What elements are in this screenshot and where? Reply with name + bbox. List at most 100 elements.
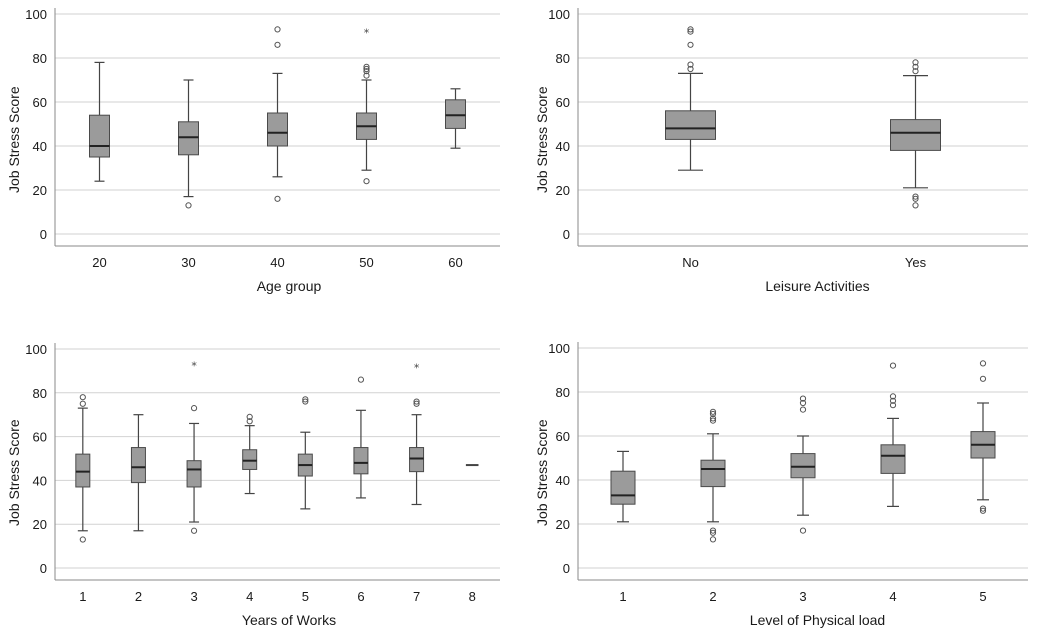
outlier-point [709, 415, 717, 422]
outlier-point [302, 396, 309, 403]
x-tick-label: 1 [619, 589, 626, 604]
iqr-box [445, 99, 466, 129]
outlier-point [709, 410, 717, 418]
y-tick-label: 80 [556, 51, 570, 66]
outlier-point [363, 63, 370, 70]
x-tick-label: 1 [79, 589, 86, 604]
y-tick-label: 60 [33, 95, 47, 110]
y-tick-label: 40 [33, 139, 47, 154]
y-tick-label: 20 [556, 517, 570, 532]
chart-canvas: 0 20 40 60 80 100 20 30 40 * 50 60 [25, 7, 500, 270]
y-tick-label: 80 [33, 51, 47, 66]
x-tick-label: 2 [135, 589, 142, 604]
box-group [130, 414, 146, 532]
iqr-box [880, 444, 906, 474]
chart-canvas: 0 20 40 60 80 100 No Yes [548, 7, 1028, 270]
extreme-marker: * [364, 27, 370, 40]
y-axis-label: Job Stress Score [534, 419, 550, 527]
y-tick-label: 100 [25, 342, 47, 357]
box-group [242, 413, 258, 495]
age-group-boxplot: 0 20 40 60 80 100 20 30 40 * 50 60 Job Stress Score… [0, 0, 528, 315]
y-tick-label: 0 [40, 561, 47, 576]
iqr-box [890, 119, 941, 151]
outlier-point [979, 360, 987, 367]
iqr-box [700, 459, 726, 488]
box-group [665, 26, 716, 171]
iqr-box [665, 110, 716, 140]
outlier-point [709, 417, 717, 424]
x-tick-label: 60 [448, 255, 462, 270]
x-tick-label: 40 [270, 255, 284, 270]
chart-canvas: 0 20 40 60 80 100 1 2 * 3 4 5 6 * 7 8 [25, 342, 500, 604]
x-tick-label: 4 [889, 589, 896, 604]
x-axis-label: Level of Physical load [749, 612, 886, 628]
outlier-point [357, 376, 365, 383]
outlier-point [799, 527, 807, 534]
box-group [880, 362, 906, 507]
y-axis-label: Job Stress Score [6, 419, 22, 527]
iqr-box [89, 114, 110, 158]
box-group [890, 59, 941, 209]
y-tick-label: 40 [556, 139, 570, 154]
outlier-point [302, 398, 309, 405]
y-tick-label: 40 [556, 473, 570, 488]
box-group: * [356, 27, 377, 185]
x-axis-label: Years of Works [241, 612, 337, 628]
y-tick-label: 60 [556, 95, 570, 110]
outlier-point [912, 202, 919, 209]
extreme-marker: * [191, 359, 197, 372]
outlier-point [709, 529, 717, 536]
outlier-point [889, 362, 897, 369]
outlier-point [687, 61, 694, 68]
x-tick-label: 8 [469, 589, 476, 604]
y-tick-label: 0 [563, 561, 570, 576]
outlier-point [687, 26, 694, 33]
outlier-point [274, 26, 281, 33]
box-group [75, 394, 91, 543]
box-group [445, 88, 466, 149]
outlier-point [912, 63, 919, 70]
y-tick-label: 60 [33, 430, 47, 445]
x-tick-label: 3 [799, 589, 806, 604]
outlier-point [413, 400, 420, 407]
outlier-point [190, 405, 198, 412]
x-tick-label: 30 [181, 255, 195, 270]
outlier-point [79, 536, 86, 543]
iqr-box [178, 121, 199, 156]
iqr-box [353, 447, 369, 475]
outlier-point [687, 65, 694, 73]
years-of-works-boxplot: 0 20 40 60 80 100 1 2 * 3 4 5 6 * 7 8 Job Stress Score … [0, 315, 528, 630]
x-tick-label: 4 [246, 589, 253, 604]
outlier-point [246, 413, 253, 420]
x-tick-label: Yes [905, 255, 927, 270]
y-tick-label: 80 [556, 385, 570, 400]
x-tick-label: No [682, 255, 699, 270]
y-tick-label: 80 [33, 386, 47, 401]
outlier-point [709, 527, 717, 534]
chart-canvas: 0 20 40 60 80 100 1 2 3 4 5 [548, 341, 1028, 604]
outlier-point [889, 397, 897, 404]
outlier-point [912, 195, 919, 202]
iqr-box [186, 460, 202, 488]
y-tick-label: 40 [33, 473, 47, 488]
x-tick-label: 6 [357, 589, 364, 604]
outlier-point [709, 536, 717, 543]
box-group [970, 360, 996, 514]
outlier-point [190, 527, 198, 534]
outlier-point [79, 400, 86, 407]
x-tick-label: 5 [979, 589, 986, 604]
x-tick-label: 2 [709, 589, 716, 604]
outlier-point [79, 394, 86, 401]
box-group [267, 26, 288, 202]
y-axis-label: Job Stress Score [534, 86, 550, 194]
leisure-activities-boxplot: 0 20 40 60 80 100 No Yes Job Stress Score Leisu… [528, 0, 1057, 315]
outlier-point [363, 178, 370, 185]
x-axis-label: Leisure Activities [765, 278, 870, 294]
box-group: * [409, 362, 425, 506]
x-tick-label: 50 [359, 255, 373, 270]
outlier-point [709, 408, 717, 415]
box-group [610, 450, 636, 523]
outlier-point [799, 406, 807, 413]
iqr-box [75, 453, 91, 488]
y-tick-label: 0 [563, 227, 570, 242]
